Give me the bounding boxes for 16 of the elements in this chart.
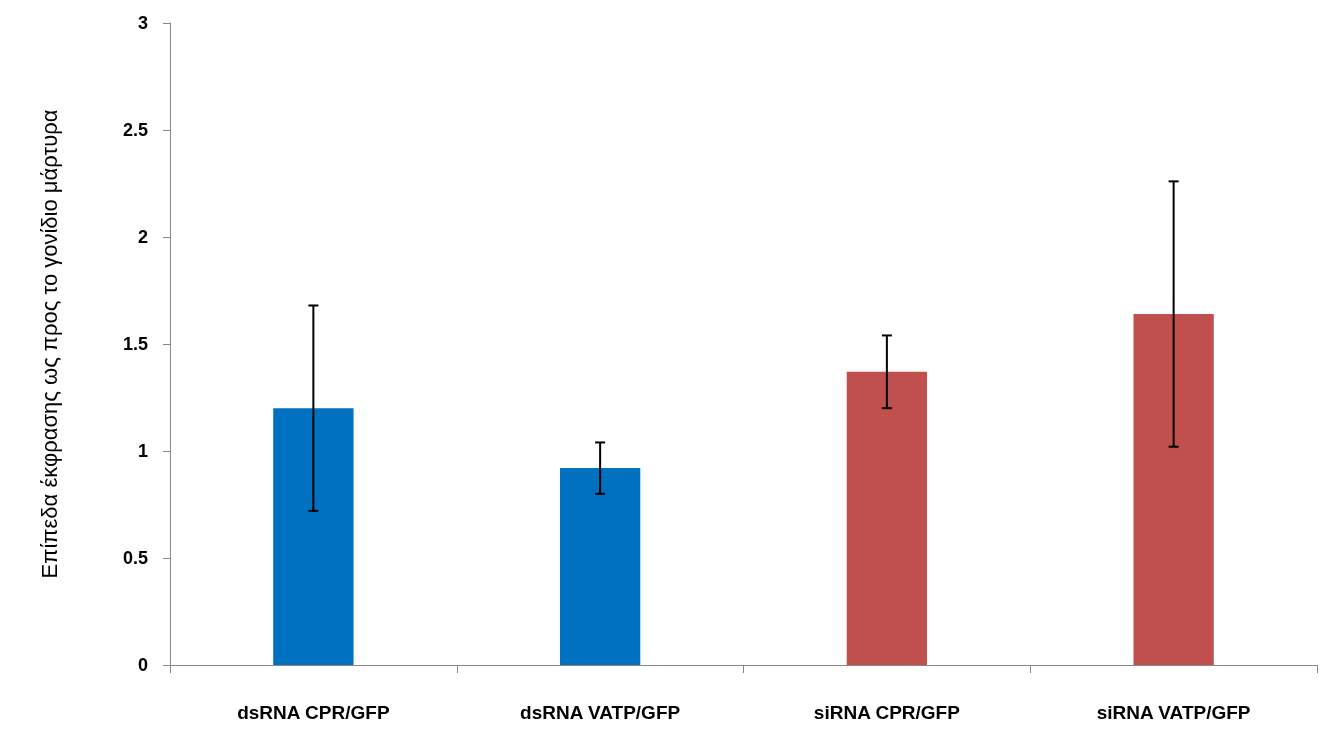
bar [273,408,354,665]
bar [559,468,641,665]
y-tick-label: 1 [137,441,148,461]
y-tick-label: 3 [137,13,148,33]
x-tick-label: dsRNA CPR/GFP [237,702,390,723]
y-tick-label: 2 [137,227,148,247]
y-axis-title: Επίπεδα έκφρασης ως προς το γονίδιο μάρτυρα [36,109,62,579]
x-tick-label: siRNA VATP/GFP [1096,702,1251,723]
y-tick-label: 0.5 [122,548,148,568]
y-tick-label: 0 [137,655,148,675]
x-tick-label: dsRNA VATP/GFP [520,702,681,723]
bar [1133,314,1214,665]
y-tick-label: 1.5 [122,334,148,354]
x-tick-label: siRNA CPR/GFP [813,702,961,723]
y-tick-label: 2.5 [122,120,148,140]
bar [846,371,928,665]
